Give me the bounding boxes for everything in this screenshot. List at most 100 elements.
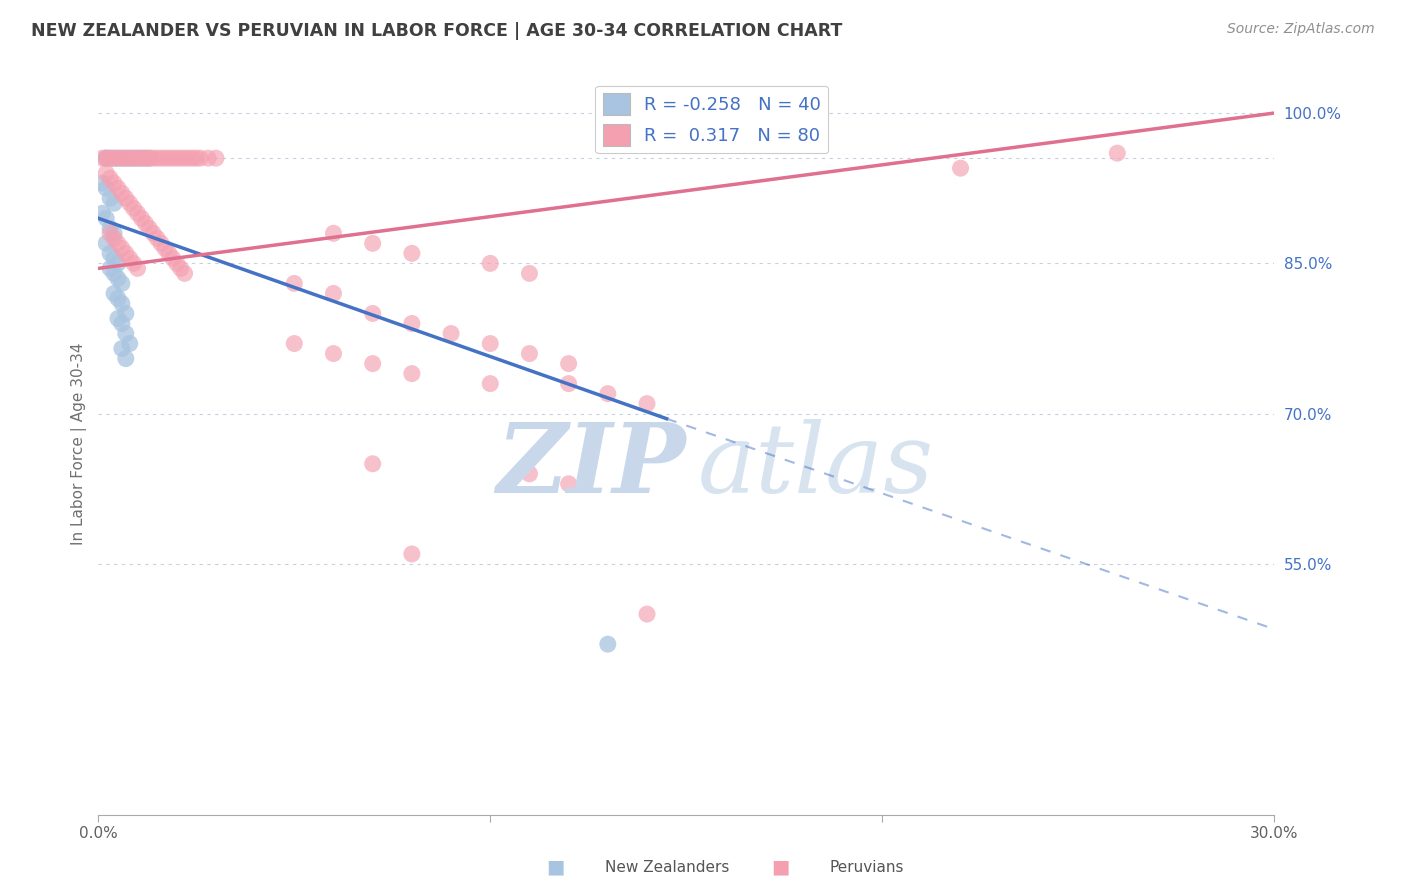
Point [150,151,173,165]
Point [114,151,136,165]
Point [177,151,200,165]
Point [103,252,125,266]
Point [401,367,423,381]
Point [96,151,118,165]
Point [114,326,136,341]
Y-axis label: In Labor Force | Age 30-34: In Labor Force | Age 30-34 [72,343,87,545]
Point [107,151,129,165]
Point [557,376,579,391]
Text: ■: ■ [546,857,565,876]
Point [197,151,219,165]
Point [107,236,129,251]
Point [519,467,541,481]
Point [103,266,125,280]
Point [322,227,344,241]
Point [169,151,191,165]
Point [146,151,169,165]
Point [122,151,145,165]
Point [103,231,125,245]
Point [127,261,149,276]
Point [114,151,136,165]
Point [142,151,165,165]
Point [150,236,173,251]
Point [146,231,169,245]
Point [107,271,129,285]
Point [111,151,134,165]
Point [166,256,188,270]
Point [173,266,195,280]
Point [111,342,134,356]
Point [107,311,129,326]
Point [361,457,384,471]
Point [98,171,121,186]
Point [162,151,184,165]
Point [401,246,423,260]
Point [103,176,125,190]
Point [134,151,156,165]
Point [636,397,658,411]
Text: NEW ZEALANDER VS PERUVIAN IN LABOR FORCE | AGE 30-34 CORRELATION CHART: NEW ZEALANDER VS PERUVIAN IN LABOR FORCE… [31,22,842,40]
Point [322,286,344,301]
Point [103,151,125,165]
Point [111,317,134,331]
Point [111,241,134,255]
Point [596,386,619,401]
Point [157,151,180,165]
Point [127,206,149,220]
Text: New Zealanders: New Zealanders [605,861,728,875]
Point [949,161,972,176]
Point [111,151,134,165]
Point [283,336,305,351]
Point [361,306,384,320]
Point [596,637,619,651]
Point [107,181,129,195]
Point [103,227,125,241]
Point [440,326,463,341]
Point [96,151,118,165]
Text: Peruvians: Peruvians [830,861,904,875]
Point [114,246,136,260]
Point [479,376,502,391]
Point [157,246,180,260]
Point [181,151,204,165]
Point [169,261,191,276]
Point [142,227,165,241]
Legend: R = -0.258   N = 40, R =  0.317   N = 80: R = -0.258 N = 40, R = 0.317 N = 80 [595,86,828,153]
Point [401,547,423,561]
Point [636,607,658,621]
Point [138,221,160,235]
Point [131,151,153,165]
Point [98,221,121,235]
Point [118,151,141,165]
Point [103,196,125,211]
Point [96,211,118,226]
Point [111,296,134,310]
Point [557,476,579,491]
Point [98,151,121,165]
Point [401,317,423,331]
Point [205,151,228,165]
Point [107,151,129,165]
Point [479,336,502,351]
Point [162,252,184,266]
Point [98,151,121,165]
Point [107,292,129,306]
Point [173,151,195,165]
Point [122,256,145,270]
Point [103,286,125,301]
Point [114,191,136,205]
Point [118,336,141,351]
Point [127,151,149,165]
Point [134,151,156,165]
Point [111,186,134,201]
Point [122,151,145,165]
Point [283,277,305,291]
Point [91,206,114,220]
Point [479,256,502,270]
Point [118,252,141,266]
Point [96,151,118,165]
Point [519,266,541,280]
Point [131,211,153,226]
Point [138,151,160,165]
Point [96,166,118,180]
